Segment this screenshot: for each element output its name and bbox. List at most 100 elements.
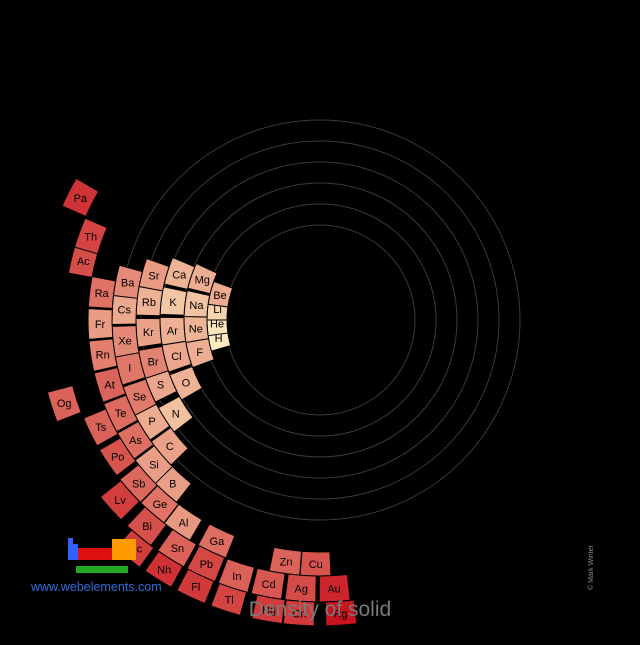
element-cell-tl[interactable]: Tl [210,582,248,617]
element-symbol: Na [189,300,204,312]
website-link[interactable]: www.webelements.com [31,580,162,594]
element-cell-lv[interactable]: Lv [99,479,141,521]
element-symbol: Ga [210,536,226,548]
element-symbol: Cl [171,351,181,363]
element-cell-rn[interactable]: Rn [88,338,118,372]
element-cell-kr[interactable]: Kr [135,317,163,348]
element-symbol: Sb [132,478,145,490]
element-cell-fr[interactable]: Fr [87,308,114,340]
element-symbol: Br [148,357,159,369]
element-cell-mg[interactable]: Mg [187,262,218,295]
element-cell-zn[interactable]: Zn [268,546,303,576]
element-symbol: Rb [142,297,156,309]
element-cell-fill [82,408,119,447]
element-cell-xe[interactable]: Xe [111,325,140,358]
element-symbol: B [169,478,176,490]
element-cell-at[interactable]: At [93,366,127,404]
element-cell-og[interactable]: Og [46,384,82,423]
element-cell-fill [61,177,100,218]
element-symbol: Ar [167,325,178,337]
element-symbol: Au [327,584,340,596]
element-symbol: Mg [195,274,210,286]
element-cell-fill [282,599,316,627]
element-symbol: Cd [262,579,276,591]
element-symbol: C [166,441,174,453]
element-cell-hg[interactable]: Hg [251,594,286,625]
element-cell-fill [176,568,215,605]
element-symbol: Po [111,451,124,463]
element-symbol: Rn [96,349,110,361]
element-symbol: Cs [118,305,132,317]
logo-block-s [68,538,73,560]
element-symbol: Ag [295,583,308,595]
element-cell-fill [112,264,144,299]
element-symbol: F [196,347,203,359]
webelements-logo [68,538,136,573]
element-symbol: Te [115,408,127,420]
element-cell-ar[interactable]: Ar [159,316,187,346]
element-symbol: Be [213,290,226,302]
element-cell-na[interactable]: Na [183,289,211,318]
element-cell-fill [98,437,137,477]
element-cell-rb[interactable]: Rb [135,285,164,317]
element-symbol: Zn [280,557,293,569]
element-cell-ts[interactable]: Ts [82,408,119,447]
element-symbol: He [210,319,224,331]
element-cell-ca[interactable]: Ca [163,256,196,291]
element-symbol: Sr [148,270,159,282]
element-cell-cu[interactable]: Cu [299,550,332,577]
spiral-guide [203,203,437,437]
element-cell-ra[interactable]: Ra [87,275,117,309]
logo-block-f [76,566,128,573]
element-symbol: Cn [292,608,306,620]
element-symbol: Og [57,398,72,410]
element-cell-fill [93,366,127,404]
element-symbol: N [172,409,180,421]
element-cell-se[interactable]: Se [122,378,158,416]
element-symbol: Fl [191,581,200,593]
spiral-guide [224,224,416,416]
element-symbol: Ca [172,269,187,281]
element-cell-nh[interactable]: Nh [144,550,184,589]
element-symbol: Ge [153,499,168,511]
element-cell-k[interactable]: K [159,286,188,316]
element-symbol: Bi [142,521,152,533]
element-symbol: P [148,416,155,428]
element-cell-ag[interactable]: Ag [284,573,317,603]
element-cell-sr[interactable]: Sr [138,257,170,292]
element-symbol: Ac [77,256,90,268]
element-cell-ba[interactable]: Ba [112,264,144,299]
element-symbol: Xe [118,335,131,347]
element-cell-pa[interactable]: Pa [61,177,100,218]
element-cell-fill [46,384,82,423]
element-cell-fill [99,479,141,521]
element-symbol: Ba [121,278,135,290]
element-cell-fill [87,275,117,309]
element-symbol: Ne [189,324,203,336]
logo-block-p [112,539,136,560]
element-symbol: Pb [200,559,213,571]
element-cell-fl[interactable]: Fl [176,568,215,605]
element-symbol: Tl [225,595,234,607]
element-symbol: Si [149,459,159,471]
element-cell-fill [324,599,358,627]
element-symbol: Kr [143,327,154,339]
element-cell-th[interactable]: Th [73,217,108,255]
element-symbol: Li [213,304,222,316]
element-cell-cd[interactable]: Cd [250,567,286,600]
logo-block-s2 [73,544,78,560]
element-symbol: H [215,333,223,345]
element-cell-fill [210,582,248,617]
element-cell-cn[interactable]: Cn [282,599,316,627]
element-cell-rg[interactable]: Rg [324,599,358,627]
element-cell-ne[interactable]: Ne [183,315,210,344]
element-symbol: S [157,379,164,391]
element-symbol: Rg [333,608,347,620]
element-symbol: In [232,571,241,583]
element-symbol: O [182,378,191,390]
element-cell-po[interactable]: Po [98,437,137,477]
element-cell-o[interactable]: O [169,365,203,401]
element-cell-au[interactable]: Au [318,573,351,603]
